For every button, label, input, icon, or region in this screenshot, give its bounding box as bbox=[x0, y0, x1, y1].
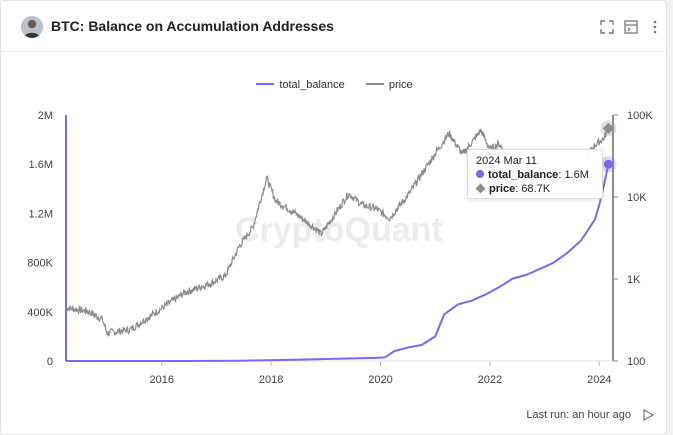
y-right-tick-label: 1K bbox=[627, 274, 641, 286]
chart-header: BTC: Balance on Accumulation Addresses bbox=[1, 1, 666, 52]
price-diamond-icon bbox=[475, 183, 486, 194]
y-right-tick-label: 100 bbox=[627, 356, 645, 368]
page-title: BTC: Balance on Accumulation Addresses bbox=[51, 18, 334, 34]
y-left-tick-label: 1.6M bbox=[29, 159, 53, 171]
legend-swatch-price bbox=[365, 83, 384, 86]
series-line-total-balance bbox=[66, 163, 610, 362]
y-left-tick-label: 0 bbox=[47, 356, 53, 368]
x-tick-label: 2020 bbox=[368, 374, 392, 386]
y-left-tick-label: 800K bbox=[27, 258, 53, 270]
tooltip-series-price: price bbox=[489, 183, 516, 195]
y-left-tick-label: 400K bbox=[27, 307, 53, 319]
chart-plot[interactable]: CryptoQuant 0 400K 800K 1.2M 1.6M 2M 100 1K 10K… bbox=[1, 1, 667, 386]
play-icon[interactable] bbox=[642, 409, 654, 422]
last-run-status: Last run: an hour ago bbox=[526, 409, 654, 422]
tooltip-series-balance: total_balance bbox=[488, 169, 559, 181]
x-tick-label: 2018 bbox=[259, 374, 283, 386]
legend-item-price[interactable]: price bbox=[365, 79, 413, 91]
x-axis: 2016 2018 2020 2022 2024 bbox=[149, 361, 612, 386]
table-view-icon[interactable] bbox=[623, 19, 639, 35]
tooltip-date: 2024 Mar 11 bbox=[476, 155, 537, 167]
x-tick-label: 2016 bbox=[149, 374, 173, 386]
y-right-tick-label: 100K bbox=[627, 110, 653, 122]
y-axis-right: 100 1K 10K 100K bbox=[613, 110, 653, 368]
expand-icon[interactable] bbox=[599, 19, 615, 35]
x-tick-label: 2024 bbox=[587, 374, 611, 386]
x-tick-label: 2022 bbox=[478, 374, 502, 386]
balance-dot-icon bbox=[476, 170, 484, 179]
hover-tooltip: 2024 Mar 11 total_balance: 1.6M price: 6… bbox=[467, 149, 603, 199]
y-left-tick-label: 2M bbox=[38, 110, 53, 122]
legend-label-balance: total_balance bbox=[279, 79, 345, 91]
last-run-text: Last run: an hour ago bbox=[526, 409, 631, 421]
more-vertical-icon[interactable] bbox=[647, 19, 663, 35]
legend-item-total-balance[interactable]: total_balance bbox=[256, 79, 345, 91]
y-left-tick-label: 1.2M bbox=[29, 208, 53, 220]
legend-label-price: price bbox=[388, 79, 413, 91]
tooltip-value-price: 68.7K bbox=[521, 183, 551, 195]
author-avatar[interactable] bbox=[21, 16, 43, 38]
chart-legend: total_balance price bbox=[1, 79, 666, 91]
legend-swatch-balance bbox=[256, 83, 275, 86]
tooltip-row-price: price: 68.7K bbox=[475, 182, 594, 196]
y-right-tick-label: 10K bbox=[627, 192, 647, 204]
watermark: CryptoQuant bbox=[235, 211, 443, 249]
tooltip-value-balance: 1.6M bbox=[564, 169, 589, 181]
y-axis-left: 0 400K 800K 1.2M 1.6M 2M bbox=[27, 110, 53, 368]
tooltip-row-balance: total_balance: 1.6M bbox=[476, 168, 594, 182]
avatar-photo-icon bbox=[21, 16, 43, 38]
balance-hover-marker bbox=[603, 159, 613, 169]
